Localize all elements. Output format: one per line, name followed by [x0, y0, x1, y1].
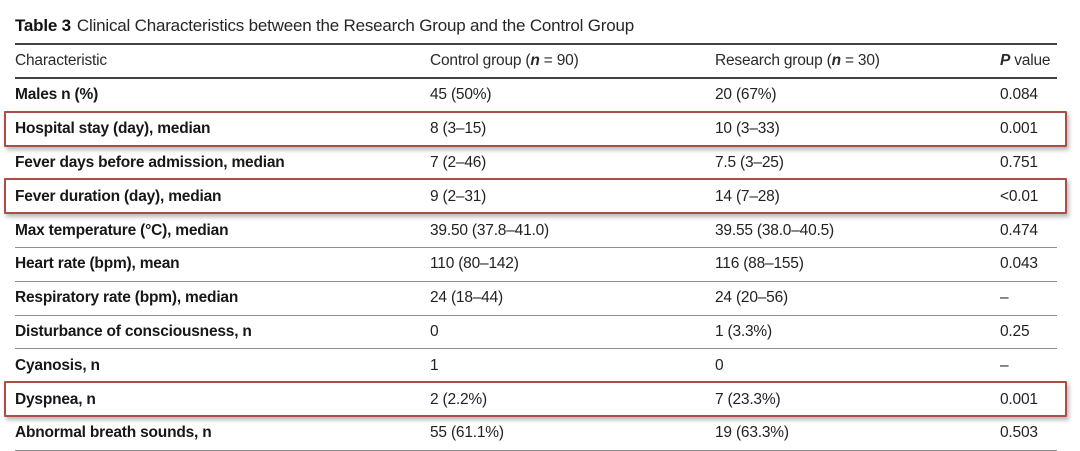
table-row: Fever duration (day), median 9 (2–31) 14…: [4, 178, 1067, 215]
header-characteristic: Characteristic: [15, 52, 107, 69]
cell-p-value: 0.751: [1000, 153, 1038, 171]
cell-characteristic: Fever duration (day), median: [15, 187, 222, 205]
table-number-label: Table 3: [15, 15, 71, 35]
table-body: Males n (%) 45 (50%) 20 (67%) 0.084 Hosp…: [4, 79, 1067, 451]
header-research-n: n: [831, 52, 841, 69]
cell-research-group: 0: [715, 356, 724, 374]
header-control-n: n: [530, 52, 540, 69]
cell-characteristic: Disturbance of consciousness, n: [15, 322, 252, 340]
cell-research-group: 39.55 (38.0–40.5): [715, 221, 834, 239]
header-p-value: P value: [1000, 52, 1051, 69]
table-row: Cyanosis, n 1 0 –: [15, 349, 1057, 384]
cell-characteristic: Fever days before admission, median: [15, 153, 285, 171]
cell-characteristic: Dyspnea, n: [15, 390, 96, 408]
cell-characteristic: Max temperature (°C), median: [15, 221, 229, 239]
header-p-italic: P: [1000, 52, 1011, 69]
header-research-group: Research group (n = 30): [715, 52, 880, 69]
cell-characteristic: Hospital stay (day), median: [15, 120, 211, 138]
table-header-row: Characteristic Control group (n = 90) Re…: [15, 45, 1057, 79]
cell-p-value: 0.503: [1000, 424, 1038, 442]
table-row: Fever days before admission, median 7 (2…: [15, 147, 1057, 181]
cell-p-value: 0.001: [1000, 390, 1038, 408]
table-row: Disturbance of consciousness, n 0 1 (3.3…: [15, 316, 1057, 350]
cell-p-value: –: [1000, 356, 1009, 374]
table-row: Males n (%) 45 (50%) 20 (67%) 0.084: [15, 79, 1057, 113]
cell-p-value: 0.084: [1000, 86, 1038, 104]
cell-p-value: 0.001: [1000, 120, 1038, 138]
cell-research-group: 14 (7–28): [715, 187, 780, 205]
cell-p-value: 0.474: [1000, 221, 1038, 239]
cell-characteristic: Respiratory rate (bpm), median: [15, 289, 239, 307]
cell-control-group: 8 (3–15): [430, 120, 487, 138]
cell-control-group: 2 (2.2%): [430, 390, 487, 408]
cell-control-group: 45 (50%): [430, 86, 492, 104]
cell-control-group: 110 (80–142): [430, 255, 519, 273]
cell-research-group: 24 (20–56): [715, 289, 788, 307]
table-container: Table 3 Clinical Characteristics between…: [4, 0, 1067, 451]
table-row: Heart rate (bpm), mean 110 (80–142) 116 …: [15, 248, 1057, 282]
cell-control-group: 55 (61.1%): [430, 424, 504, 442]
cell-research-group: 7 (23.3%): [715, 390, 781, 408]
cell-research-group: 1 (3.3%): [715, 322, 772, 340]
cell-characteristic: Abnormal breath sounds, n: [15, 424, 212, 442]
table-row: Max temperature (°C), median 39.50 (37.8…: [15, 214, 1057, 248]
cell-research-group: 7.5 (3–25): [715, 153, 784, 171]
cell-characteristic: Males n (%): [15, 86, 99, 104]
cell-research-group: 20 (67%): [715, 86, 777, 104]
cell-research-group: 10 (3–33): [715, 120, 780, 138]
cell-p-value: –: [1000, 289, 1009, 307]
table-row: Abnormal breath sounds, n 55 (61.1%) 19 …: [15, 417, 1057, 451]
table-row: Dyspnea, n 2 (2.2%) 7 (23.3%) 0.001: [4, 381, 1067, 417]
table-row: Hospital stay (day), median 8 (3–15) 10 …: [4, 110, 1067, 147]
cell-research-group: 19 (63.3%): [715, 424, 789, 442]
cell-p-value: <0.01: [1000, 187, 1039, 205]
cell-control-group: 24 (18–44): [430, 289, 503, 307]
table-title: Table 3 Clinical Characteristics between…: [15, 0, 1057, 45]
cell-p-value: 0.25: [1000, 322, 1030, 340]
header-control-group: Control group (n = 90): [430, 52, 579, 69]
cell-characteristic: Cyanosis, n: [15, 356, 100, 374]
cell-research-group: 116 (88–155): [715, 255, 804, 273]
cell-control-group: 7 (2–46): [430, 153, 487, 171]
cell-control-group: 39.50 (37.8–41.0): [430, 221, 549, 239]
cell-control-group: 9 (2–31): [430, 187, 487, 205]
table-row: Respiratory rate (bpm), median 24 (18–44…: [15, 282, 1057, 316]
cell-control-group: 1: [430, 356, 439, 374]
cell-p-value: 0.043: [1000, 255, 1038, 273]
cell-characteristic: Heart rate (bpm), mean: [15, 255, 180, 273]
table-title-text: Clinical Characteristics between the Res…: [76, 15, 634, 35]
cell-control-group: 0: [430, 322, 439, 340]
